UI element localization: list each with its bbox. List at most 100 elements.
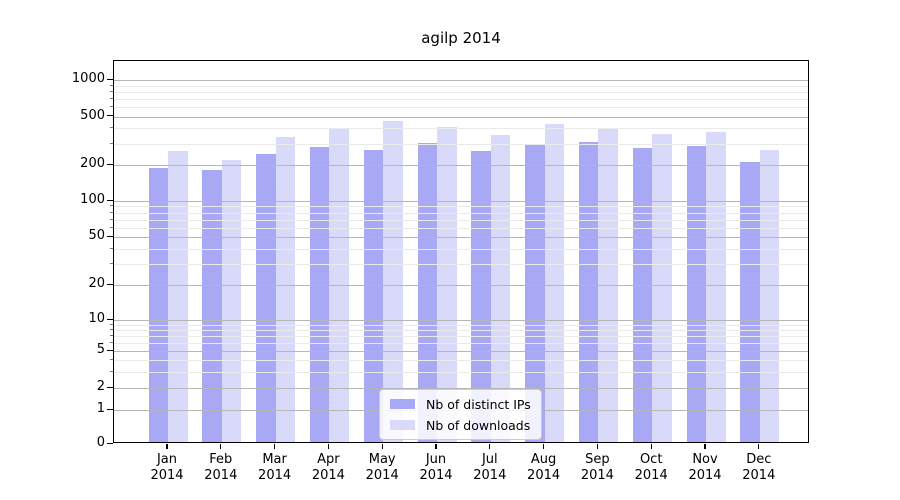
x-tick-mark — [435, 444, 437, 449]
chart-title: agilp 2014 — [421, 29, 501, 47]
y-tick-label: 200 — [80, 156, 105, 171]
gridline-minor — [114, 227, 808, 229]
gridline-minor — [114, 91, 808, 93]
legend-swatch-distinct-ips — [390, 398, 415, 410]
y-minor-tick-mark — [109, 247, 113, 249]
x-tick-label-month: Oct — [639, 452, 663, 467]
x-tick-label-year: 2014 — [419, 467, 453, 483]
gridline-minor — [114, 263, 808, 265]
x-tick-mark — [273, 444, 276, 449]
y-tick-label: 10 — [88, 311, 105, 326]
gridline-minor — [114, 212, 808, 214]
gridline-minor — [114, 360, 808, 361]
bar-downloads — [221, 159, 242, 442]
gridline-major — [114, 80, 808, 81]
bar-distinct-ips — [686, 146, 706, 442]
x-tick-label-year: 2014 — [634, 467, 668, 483]
y-tick-mark — [107, 442, 113, 444]
y-minor-tick-mark — [109, 328, 113, 330]
gridline-major — [114, 320, 808, 321]
x-tick-label-month: Apr — [317, 452, 340, 467]
y-minor-tick-mark — [109, 90, 113, 92]
x-tick-label-year: 2014 — [473, 467, 507, 483]
y-minor-tick-mark — [109, 127, 113, 129]
gridline-major — [114, 285, 808, 286]
y-tick-mark — [107, 408, 113, 410]
bar-distinct-ips — [740, 162, 760, 442]
x-tick-mark — [327, 444, 330, 449]
x-tick-label-year: 2014 — [365, 467, 399, 483]
bar-distinct-ips — [309, 147, 330, 442]
x-tick-label: Apr 2014 — [296, 452, 360, 483]
x-tick-label-month: Mar — [262, 452, 287, 467]
x-tick-mark — [220, 444, 222, 449]
y-minor-tick-mark — [109, 323, 113, 325]
bar-distinct-ips — [632, 148, 653, 442]
gridline-minor — [114, 324, 808, 326]
x-tick-mark — [381, 444, 383, 449]
y-tick-label: 0 — [96, 435, 105, 450]
y-minor-tick-mark — [109, 262, 113, 264]
bar-distinct-ips — [148, 167, 168, 442]
legend-label-downloads: Nb of downloads — [426, 417, 531, 433]
x-tick-label: Jun 2014 — [404, 452, 468, 483]
gridline-minor — [114, 206, 808, 208]
gridline-minor — [114, 106, 808, 108]
gridline-major — [114, 237, 808, 238]
x-tick-label-year: 2014 — [688, 467, 722, 483]
x-tick-label: Oct 2014 — [619, 452, 683, 483]
y-minor-tick-mark — [109, 226, 113, 228]
y-tick-mark — [107, 235, 113, 237]
x-tick-label-month: Nov — [692, 452, 718, 467]
y-tick-mark — [107, 78, 113, 80]
x-tick-label-month: Aug — [530, 452, 557, 467]
bar-distinct-ips — [578, 141, 599, 442]
x-tick-mark — [166, 444, 168, 449]
y-tick-label: 500 — [80, 107, 105, 123]
x-tick-label: Mar 2014 — [243, 452, 307, 483]
x-tick-label-month: May — [368, 452, 396, 467]
bar-downloads — [706, 131, 726, 442]
x-tick-mark — [596, 444, 599, 449]
x-tick-mark — [542, 444, 545, 449]
bar-downloads — [168, 151, 188, 442]
gridline-minor — [114, 342, 808, 344]
bar-downloads — [275, 136, 296, 442]
x-tick-label: Jan 2014 — [135, 452, 199, 483]
gridline-minor — [114, 85, 808, 87]
x-tick-mark — [704, 444, 706, 449]
x-tick-label-month: Jun — [425, 452, 447, 467]
y-minor-tick-mark — [109, 97, 113, 99]
x-tick-mark — [489, 444, 491, 449]
x-tick-label-month: Feb — [209, 452, 233, 467]
gridline-major — [114, 388, 808, 389]
legend: Nb of distinct IPs Nb of downloads — [379, 389, 542, 440]
x-tick-label-year: 2014 — [150, 467, 184, 483]
y-tick-label: 50 — [88, 228, 105, 243]
bar-downloads — [759, 150, 780, 442]
y-minor-tick-mark — [109, 218, 113, 220]
x-tick-label-year: 2014 — [258, 467, 292, 483]
y-tick-mark — [107, 349, 113, 351]
legend-item: Nb of distinct IPs — [390, 396, 531, 412]
x-tick-mark — [650, 444, 652, 449]
y-tick-mark — [107, 163, 113, 165]
gridline-minor — [114, 219, 808, 221]
bar-distinct-ips — [471, 151, 491, 442]
gridline-major — [114, 116, 808, 118]
legend-item: Nb of downloads — [390, 417, 531, 433]
x-tick-label: Sep 2014 — [565, 452, 629, 483]
bar-downloads — [437, 127, 457, 442]
x-tick-label-month: Jul — [481, 452, 498, 467]
bar-distinct-ips — [525, 145, 545, 442]
x-tick-label: Nov 2014 — [673, 452, 737, 483]
x-tick-label: Feb 2014 — [189, 452, 253, 483]
y-minor-tick-mark — [109, 105, 113, 107]
y-tick-mark — [107, 283, 113, 285]
gridline-minor — [114, 335, 808, 337]
gridline-minor — [114, 143, 808, 145]
y-minor-tick-mark — [109, 84, 113, 86]
x-tick-label-year: 2014 — [527, 467, 561, 483]
bar-distinct-ips — [202, 170, 222, 442]
